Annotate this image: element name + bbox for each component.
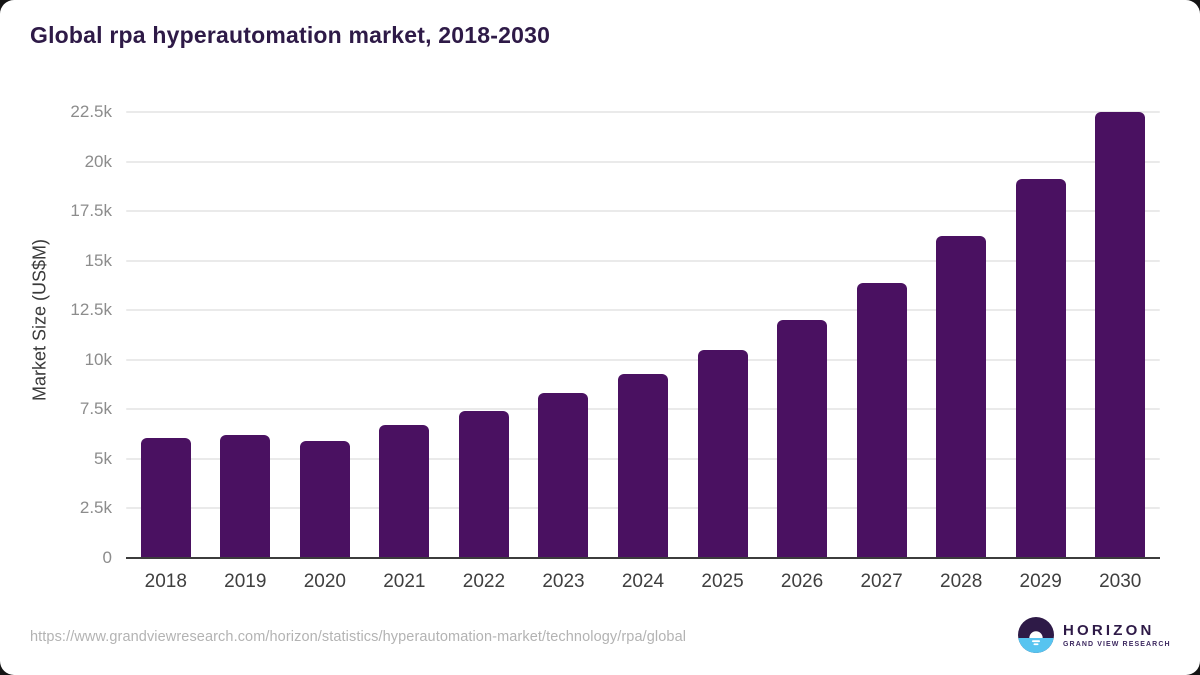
- bar-2023[interactable]: [538, 393, 589, 558]
- gridline-15k: [126, 259, 1160, 262]
- bar-2024[interactable]: [618, 373, 668, 558]
- x-axis-baseline: [126, 557, 1160, 559]
- y-tick-label-15k: 15k: [84, 250, 112, 270]
- source-url: https://www.grandviewresearch.com/horizo…: [30, 629, 687, 645]
- x-tick-label-2026: 2026: [780, 571, 824, 592]
- horizon-logo-name: HORIZON: [1063, 621, 1155, 639]
- bar-2022[interactable]: [458, 411, 509, 558]
- x-tick-label-2030: 2030: [1099, 571, 1142, 592]
- y-tick-label-2.5k: 2.5k: [79, 498, 112, 518]
- x-tick-label-2021: 2021: [383, 571, 426, 592]
- x-tick-label-2027: 2027: [860, 571, 903, 592]
- gridline-12.5k: [126, 309, 1160, 312]
- bar-2027[interactable]: [856, 283, 907, 558]
- page-title: Global rpa hyperautomation market, 2018-…: [30, 22, 551, 48]
- bar-2030[interactable]: [1095, 112, 1146, 558]
- gridline-22.5k: [126, 111, 1160, 113]
- y-tick-label-22.5k: 22.5k: [70, 102, 112, 121]
- x-tick-label-2018: 2018: [144, 571, 187, 592]
- y-tick-label-20k: 20k: [84, 151, 112, 171]
- y-tick-label-5k: 5k: [94, 448, 112, 468]
- horizon-sun-icon: [1018, 617, 1054, 653]
- x-tick-label-2020: 2020: [303, 571, 346, 592]
- x-tick-label-2019: 2019: [224, 571, 267, 592]
- horizon-logo-subtitle: GRAND VIEW RESEARCH: [1063, 640, 1171, 648]
- x-tick-label-2029: 2029: [1019, 571, 1062, 592]
- bar-2025[interactable]: [697, 349, 748, 558]
- horizon-logo-text-block: HORIZON GRAND VIEW RESEARCH: [1063, 622, 1171, 649]
- x-tick-label-2025: 2025: [701, 571, 744, 592]
- bar-2029[interactable]: [1015, 179, 1066, 558]
- y-tick-label-10k: 10k: [84, 349, 112, 369]
- horizon-logo: HORIZON GRAND VIEW RESEARCH: [1018, 617, 1171, 653]
- bar-2018[interactable]: [140, 438, 191, 558]
- gridline-10k: [126, 358, 1160, 361]
- bar-2020[interactable]: [299, 441, 350, 558]
- x-tick-label-2028: 2028: [940, 571, 983, 592]
- bar-2028[interactable]: [936, 235, 987, 558]
- gridline-20k: [126, 160, 1160, 163]
- gridline-17.5k: [126, 210, 1160, 213]
- y-tick-label-12.5k: 12.5k: [70, 300, 112, 320]
- bar-2026[interactable]: [777, 320, 828, 558]
- y-tick-label-7.5k: 7.5k: [79, 399, 112, 419]
- y-tick-label-17.5k: 17.5k: [70, 201, 112, 221]
- x-tick-label-2022: 2022: [462, 571, 506, 592]
- x-tick-label-2024: 2024: [621, 571, 665, 592]
- x-tick-label-2023: 2023: [542, 571, 585, 592]
- y-tick-label-0: 0: [102, 548, 112, 567]
- bar-2019[interactable]: [220, 435, 271, 558]
- bar-2021[interactable]: [379, 425, 430, 558]
